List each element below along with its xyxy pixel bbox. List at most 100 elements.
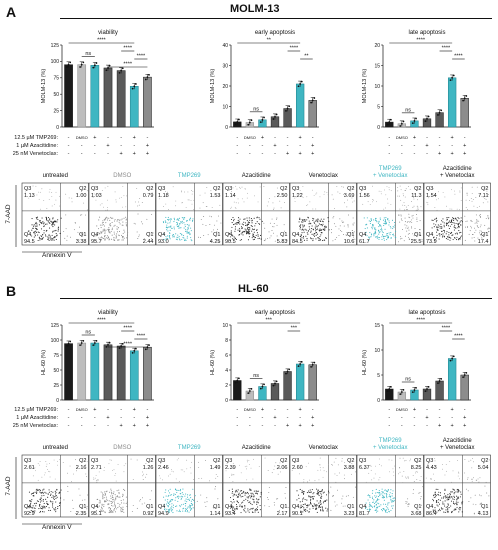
y-tick-label: 75 [53,76,59,82]
event-dot [437,505,439,507]
event-dot [122,499,124,501]
event-dot [211,216,212,218]
event-dot [98,238,101,240]
event-dot [483,462,485,464]
quadrant-label-q4: Q4 [225,504,232,510]
event-dot [234,228,236,230]
event-dot [110,217,112,219]
event-dot [420,496,422,498]
event-dot [487,216,489,218]
event-dot [55,495,57,497]
event-dot [452,217,455,219]
event-dot [243,499,245,502]
event-dot [190,505,192,507]
event-dot [146,218,148,220]
event-dot [230,236,232,238]
event-dot [172,512,174,514]
event-dot [111,510,113,513]
event-dot [191,190,192,191]
quadrant-value-q4: 61.7 [359,239,370,245]
treatment-cell: - [68,135,70,141]
event-dot [316,504,318,506]
event-dot [37,239,39,242]
event-dot [300,507,302,509]
event-dot [308,226,310,228]
event-dot [319,228,321,230]
event-dot [252,458,254,460]
event-dot [48,199,50,200]
event-dot [384,228,386,230]
event-dot [75,470,77,472]
event-dot [35,489,37,491]
event-dot [205,506,207,508]
event-dot [338,234,340,236]
event-dot [83,202,85,204]
event-dot [458,230,460,232]
event-dot [407,205,409,207]
significance-label: **** [454,54,463,60]
event-dot [305,510,307,512]
event-dot [114,506,117,508]
event-dot [219,204,221,206]
y-tick-label: 6 [225,353,228,359]
event-dot [306,204,307,206]
event-dot [387,198,388,200]
quadrant-value-q2: 1.49 [210,465,221,471]
event-dot [44,474,45,476]
event-dot [37,463,39,465]
event-dot [105,216,107,218]
event-dot [315,238,317,240]
replicate-dot [261,385,264,388]
event-dot [107,199,108,201]
event-dot [328,220,330,222]
event-dot [49,219,51,221]
event-dot [143,473,144,475]
event-dot [413,205,415,207]
event-dot [374,231,377,233]
event-dot [331,229,332,231]
event-dot [318,505,320,507]
event-dot [109,459,111,461]
event-dot [46,223,48,225]
event-dot [255,498,258,500]
event-dot [435,494,437,496]
event-dot [33,236,35,238]
event-dot [115,480,117,482]
event-dot [386,237,389,239]
event-dot [178,510,180,513]
event-dot [101,224,103,226]
event-dot [456,506,458,508]
event-dot [189,467,191,469]
event-dot [34,233,36,235]
event-dot [309,491,311,493]
event-dot [246,479,248,481]
event-dot [237,502,239,504]
event-dot [480,217,482,218]
event-dot [268,491,270,493]
event-dot [384,207,386,209]
event-dot [46,217,48,220]
chart-title: late apoptosis [408,310,445,316]
event-dot [320,224,322,226]
event-dot [446,511,448,513]
event-dot [39,505,41,507]
event-dot [475,504,477,506]
event-dot [252,235,254,237]
event-dot [175,238,177,240]
event-dot [479,494,480,496]
replicate-dot [250,119,253,122]
treatment-cell: - [94,415,96,421]
event-dot [112,499,114,501]
event-dot [268,231,270,233]
event-dot [34,491,36,493]
event-dot [388,224,390,226]
event-dot [141,497,143,499]
event-dot [445,233,447,235]
flow-y-axis-title: 7-AAD [5,204,12,223]
event-dot [264,240,266,242]
event-dot [176,221,178,224]
event-dot [482,196,484,198]
event-dot [400,238,402,240]
event-dot [248,231,250,233]
